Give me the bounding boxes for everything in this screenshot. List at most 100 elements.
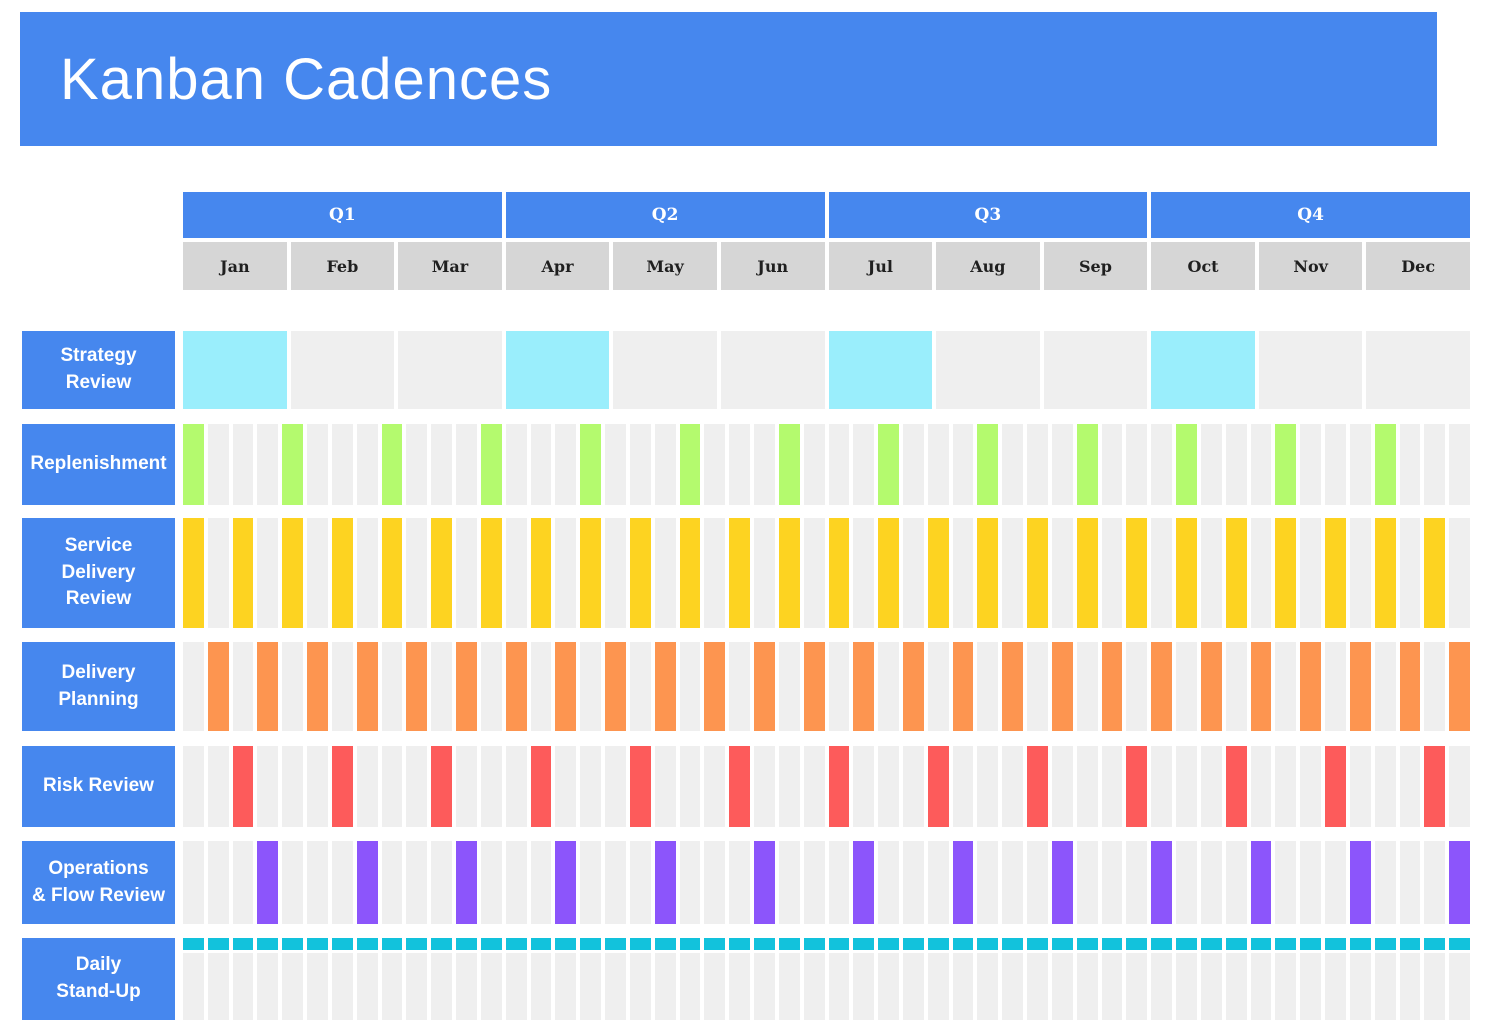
week-cell-active xyxy=(1374,424,1396,505)
week-cell xyxy=(183,642,204,731)
daily-standup-marker xyxy=(952,938,974,950)
week-cell-body xyxy=(232,953,254,1020)
month-cell-active xyxy=(1151,331,1255,409)
week-cell-active xyxy=(1275,424,1297,505)
daily-standup-marker xyxy=(654,938,676,950)
week-cell xyxy=(1126,841,1148,924)
week-cell-body xyxy=(1200,953,1222,1020)
week-cell xyxy=(1002,841,1024,924)
week-cell xyxy=(729,938,751,1020)
week-cell xyxy=(456,518,477,628)
week-cell xyxy=(1349,746,1371,827)
daily-standup-marker xyxy=(1275,938,1297,950)
week-cell xyxy=(605,746,626,827)
daily-standup-marker xyxy=(331,938,353,950)
week-cell xyxy=(580,746,602,827)
daily-standup-marker xyxy=(927,938,949,950)
week-cell xyxy=(754,938,775,1020)
row-track-service-delivery-review xyxy=(183,518,1470,628)
row-label-line: Review xyxy=(65,588,132,610)
week-cell xyxy=(431,642,453,731)
row-label-line: Strategy xyxy=(60,345,137,367)
week-cell xyxy=(1300,746,1322,827)
week-cell xyxy=(1225,938,1247,1020)
month-header-jun: Jun xyxy=(720,242,825,290)
week-cell xyxy=(1325,424,1346,505)
week-cell-active xyxy=(356,841,378,924)
week-cell-active xyxy=(605,642,626,731)
week-cell-active xyxy=(530,518,552,628)
week-cell xyxy=(1176,841,1197,924)
week-cell-body xyxy=(1002,953,1024,1020)
week-cell-body xyxy=(778,953,800,1020)
daily-standup-marker xyxy=(530,938,552,950)
week-cell xyxy=(803,424,825,505)
week-cell xyxy=(853,746,875,827)
week-cell-active xyxy=(679,518,701,628)
week-cell xyxy=(207,841,229,924)
daily-standup-marker xyxy=(480,938,502,950)
week-cell xyxy=(878,642,899,731)
week-cell xyxy=(1374,746,1396,827)
week-cell-active xyxy=(1076,518,1098,628)
week-cell-body xyxy=(1424,953,1446,1020)
week-cell xyxy=(1275,841,1297,924)
week-cell-body xyxy=(381,953,403,1020)
month-header-aug: Aug xyxy=(936,242,1040,290)
week-cell-body xyxy=(754,953,775,1020)
week-cell xyxy=(853,938,875,1020)
week-cell-body xyxy=(505,953,527,1020)
week-cell xyxy=(778,746,800,827)
week-cell-active xyxy=(927,518,949,628)
week-cell xyxy=(406,841,428,924)
daily-standup-marker xyxy=(307,938,328,950)
week-cell-active xyxy=(654,642,676,731)
week-cell xyxy=(1051,518,1073,628)
daily-standup-marker xyxy=(1027,938,1048,950)
week-cell-body xyxy=(1176,953,1197,1020)
week-cell-active xyxy=(778,518,800,628)
week-cell xyxy=(257,424,279,505)
week-cell-body xyxy=(207,953,229,1020)
week-cell xyxy=(331,938,353,1020)
week-cell xyxy=(1399,518,1421,628)
daily-standup-marker xyxy=(1300,938,1322,950)
week-cell-active xyxy=(307,642,328,731)
week-cell xyxy=(605,424,626,505)
week-cell-active xyxy=(282,424,304,505)
week-cell-active xyxy=(902,642,924,731)
week-cell xyxy=(1325,938,1346,1020)
week-cell-active xyxy=(1399,642,1421,731)
daily-standup-marker xyxy=(1002,938,1024,950)
week-cell xyxy=(1200,841,1222,924)
week-cell-active xyxy=(803,642,825,731)
week-cell xyxy=(1275,642,1297,731)
week-cell-active xyxy=(1051,642,1073,731)
week-cell-active xyxy=(480,424,502,505)
week-cell-body xyxy=(1151,953,1173,1020)
row-track-daily-stand-up xyxy=(183,938,1470,1020)
daily-standup-marker xyxy=(1225,938,1247,950)
week-cell xyxy=(1151,938,1173,1020)
row-label-line: & Flow Review xyxy=(31,884,166,906)
week-cell xyxy=(704,518,726,628)
week-cell-body xyxy=(952,953,974,1020)
daily-standup-marker xyxy=(1176,938,1197,950)
week-cell-body xyxy=(282,953,304,1020)
week-cell-active xyxy=(853,841,875,924)
week-cell xyxy=(605,518,626,628)
week-cell xyxy=(431,938,453,1020)
week-cell xyxy=(480,938,502,1020)
week-cell xyxy=(629,642,651,731)
week-cell-active xyxy=(1250,841,1272,924)
week-cell xyxy=(729,424,751,505)
week-cell xyxy=(406,518,428,628)
week-cell xyxy=(878,938,899,1020)
week-cell-body xyxy=(1374,953,1396,1020)
week-cell xyxy=(878,841,899,924)
week-cell-active xyxy=(1325,518,1346,628)
week-cell-active xyxy=(1101,642,1123,731)
daily-standup-marker xyxy=(505,938,527,950)
month-cell xyxy=(1258,331,1363,409)
